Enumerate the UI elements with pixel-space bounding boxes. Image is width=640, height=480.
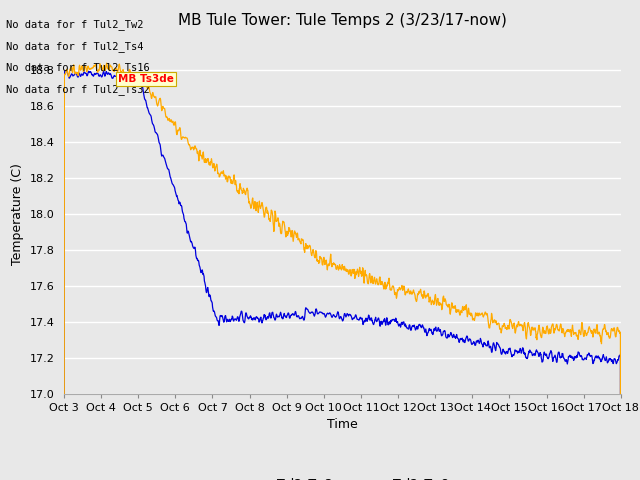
X-axis label: Time: Time (327, 418, 358, 431)
Text: No data for f Tul2_Ts16: No data for f Tul2_Ts16 (6, 62, 150, 73)
Text: No data for f Tul2_Ts4: No data for f Tul2_Ts4 (6, 41, 144, 52)
Text: No data for f Tul2_Ts32: No data for f Tul2_Ts32 (6, 84, 150, 95)
Tul2_Ts-8 (378, 281, 385, 287)
Line: Tul2_Ts-2: Tul2_Ts-2 (64, 71, 621, 480)
Tul2_Ts-8 (103, 60, 111, 66)
Tul2_Ts-8 (318, 261, 326, 267)
Y-axis label: Temperature (C): Temperature (C) (11, 163, 24, 264)
Line: Tul2_Ts-8: Tul2_Ts-8 (64, 63, 621, 480)
Tul2_Ts-8 (104, 65, 111, 71)
Tul2_Ts-8 (308, 250, 316, 256)
Tul2_Ts-2 (297, 315, 305, 321)
Tul2_Ts-8 (297, 240, 305, 246)
Text: MB Ts3de: MB Ts3de (118, 74, 174, 84)
Tul2_Ts-2 (318, 310, 326, 316)
Tul2_Ts-2 (104, 72, 111, 77)
Tul2_Ts-8 (126, 68, 134, 73)
Tul2_Ts-2 (62, 68, 70, 74)
Tul2_Ts-2 (126, 72, 134, 77)
Tul2_Ts-2 (308, 309, 316, 315)
Text: No data for f Tul2_Tw2: No data for f Tul2_Tw2 (6, 19, 144, 30)
Legend: Tul2_Ts-2, Tul2_Ts-8: Tul2_Ts-2, Tul2_Ts-8 (231, 472, 454, 480)
Title: MB Tule Tower: Tule Temps 2 (3/23/17-now): MB Tule Tower: Tule Temps 2 (3/23/17-now… (178, 13, 507, 28)
Tul2_Ts-2 (378, 318, 385, 324)
